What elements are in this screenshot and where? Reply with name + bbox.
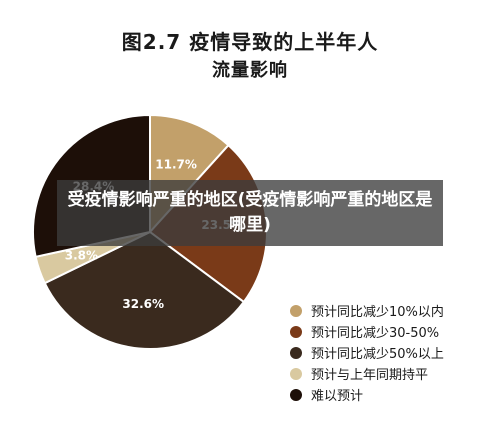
legend-swatch-3 — [290, 346, 302, 359]
legend-swatch-1 — [290, 304, 302, 317]
overlay-caption: 受疫情影响严重的地区(受疫情影响严重的地区是哪里) — [57, 180, 443, 246]
pie-slice-3 — [43, 230, 246, 350]
legend-label-3: 预计同比减少50%以上 — [311, 347, 444, 362]
chart-title-line1: 图2.7 疫情导致的上半年人 — [121, 30, 379, 54]
legend-label-1: 预计同比减少10%以内 — [311, 305, 444, 320]
chart-legend: 预计同比减少10%以内 预计同比减少30-50% 预计同比减少50%以上 预计与上年同… — [290, 300, 444, 405]
legend-item-4: 预计与上年同期持平 — [290, 363, 444, 384]
legend-swatch-4 — [290, 367, 302, 380]
legend-swatch-5 — [290, 388, 302, 401]
slice-value-label-4: 3.8% — [65, 249, 98, 263]
legend-item-3: 预计同比减少50%以上 — [290, 342, 444, 363]
slice-value-label-1: 11.7% — [155, 157, 197, 171]
legend-label-4: 预计与上年同期持平 — [311, 368, 429, 383]
legend-label-2: 预计同比减少30-50% — [311, 326, 440, 341]
legend-swatch-2 — [290, 325, 302, 338]
legend-item-2: 预计同比减少30-50% — [290, 321, 444, 342]
legend-item-5: 难以预计 — [290, 384, 444, 405]
chart-title-line2: 流量影响 — [212, 60, 288, 81]
legend-item-1: 预计同比减少10%以内 — [290, 300, 444, 321]
slice-value-label-3: 32.6% — [122, 297, 164, 311]
legend-label-5: 难以预计 — [311, 389, 364, 404]
